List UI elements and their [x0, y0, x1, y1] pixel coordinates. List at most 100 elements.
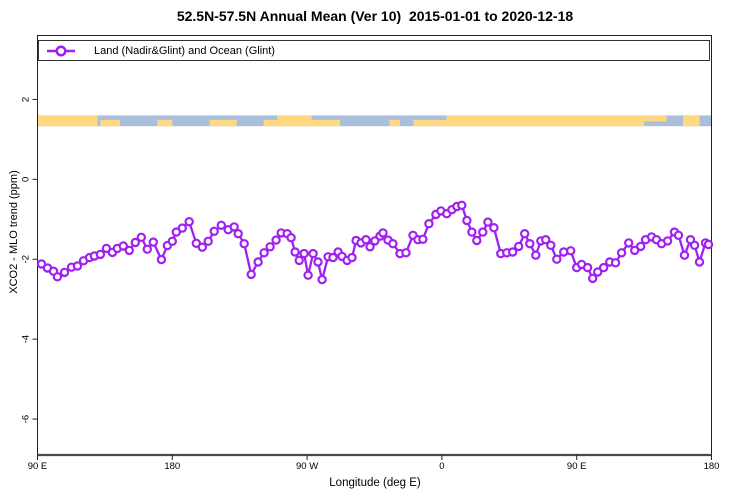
- data-point-marker: [294, 255, 304, 266]
- data-points: [36, 200, 714, 285]
- land-segment: [446, 115, 645, 127]
- data-point-marker: [308, 248, 318, 259]
- x-tick-label: 180: [704, 461, 720, 472]
- x-tick-label: 180: [164, 461, 180, 472]
- data-point-marker: [588, 273, 598, 284]
- x-tick-label: 0: [439, 461, 444, 472]
- data-point-marker: [142, 244, 152, 254]
- data-point-marker: [673, 230, 684, 240]
- data-point-marker: [636, 241, 646, 252]
- data-point-marker: [156, 254, 167, 265]
- ocean-band: [37, 115, 712, 127]
- data-point-marker: [118, 241, 129, 251]
- data-point-marker: [552, 254, 562, 264]
- map-strip: [37, 115, 712, 127]
- data-point-marker: [148, 237, 158, 247]
- data-point-marker: [361, 234, 371, 245]
- data-point-marker: [246, 269, 256, 280]
- data-point-marker: [424, 218, 434, 229]
- data-point-marker: [290, 247, 300, 257]
- data-point-marker: [313, 257, 323, 267]
- data-point-marker: [177, 223, 187, 233]
- x-tick-label: 90 E: [567, 461, 587, 472]
- land-segment: [209, 119, 237, 127]
- data-point-marker: [95, 249, 106, 260]
- y-tick-label: -2: [21, 255, 32, 263]
- legend-box: Land (Nadir&Glint) and Ocean (Glint): [38, 40, 710, 61]
- land-segment: [311, 119, 341, 127]
- data-point-marker: [478, 227, 488, 237]
- y-axis-label: XCO2 - MLO trend (ppm): [8, 170, 20, 294]
- data-point-marker: [457, 200, 467, 210]
- data-point-marker: [209, 226, 219, 236]
- data-point-marker: [546, 240, 556, 250]
- data-point-marker: [483, 217, 493, 227]
- data-point-marker: [624, 238, 634, 248]
- legend-line-circle-icon: [47, 44, 75, 57]
- data-point-marker: [265, 242, 275, 252]
- data-point-marker: [703, 239, 714, 250]
- data-point-marker: [136, 232, 146, 242]
- data-point-marker: [347, 252, 357, 263]
- data-point-marker: [541, 234, 551, 245]
- data-point-marker: [130, 237, 140, 248]
- data-point-marker: [401, 248, 411, 258]
- chart-title: 52.5N-57.5N Annual Mean (Ver 10) 2015-01…: [176, 8, 574, 24]
- land-segment: [413, 119, 430, 127]
- land-segment: [157, 119, 173, 127]
- data-point-marker: [299, 248, 309, 259]
- land-segment: [389, 119, 400, 127]
- data-point-marker: [593, 267, 603, 277]
- y-tick-label: -6: [21, 415, 32, 423]
- data-point-marker: [317, 274, 327, 285]
- data-point-marker: [52, 272, 63, 282]
- data-point-marker: [531, 250, 541, 260]
- data-point-marker: [239, 238, 249, 249]
- y-tick-label: -4: [21, 335, 32, 343]
- data-point-marker: [616, 248, 627, 258]
- data-point-marker: [328, 252, 338, 263]
- data-point-marker: [520, 228, 530, 239]
- x-axis-label: Longitude (deg E): [329, 477, 421, 489]
- data-point-marker: [467, 227, 477, 237]
- data-point-marker: [525, 238, 535, 249]
- land-segment: [37, 115, 98, 127]
- data-point-marker: [203, 236, 213, 246]
- data-point-marker: [259, 248, 269, 258]
- data-point-marker: [599, 262, 609, 273]
- data-point-marker: [679, 250, 690, 260]
- data-point-marker: [286, 232, 296, 243]
- data-point-marker: [662, 236, 673, 246]
- land-segment: [429, 119, 447, 127]
- data-point-marker: [472, 235, 482, 246]
- y-tick-label: 0: [21, 177, 32, 182]
- x-tick-label: 90 E: [28, 461, 48, 472]
- data-point-marker: [271, 235, 281, 245]
- data-point-marker: [59, 267, 70, 278]
- data-point-marker: [72, 261, 83, 271]
- legend-label: Land (Nadir&Glint) and Ocean (Glint): [94, 44, 275, 57]
- data-point-marker: [365, 242, 375, 252]
- land-segment: [683, 115, 700, 127]
- data-point-marker: [303, 270, 313, 280]
- data-point-marker: [388, 238, 398, 249]
- data-point-marker: [378, 228, 388, 238]
- data-point-marker: [489, 222, 499, 233]
- data-point-marker: [689, 240, 700, 250]
- land-segment: [644, 115, 667, 122]
- data-point-marker: [216, 220, 226, 230]
- land-segment: [263, 119, 278, 127]
- data-point-marker: [582, 262, 593, 273]
- data-point-marker: [566, 246, 576, 256]
- data-point-marker: [167, 236, 177, 246]
- data-point-marker: [610, 258, 621, 268]
- data-point-marker: [462, 215, 472, 226]
- data-point-marker: [508, 247, 518, 257]
- data-point-marker: [253, 257, 263, 267]
- data-point-marker: [229, 222, 239, 232]
- data-point-marker: [514, 241, 524, 252]
- x-tick-label: 90 W: [296, 461, 318, 472]
- data-point-marker: [233, 228, 243, 239]
